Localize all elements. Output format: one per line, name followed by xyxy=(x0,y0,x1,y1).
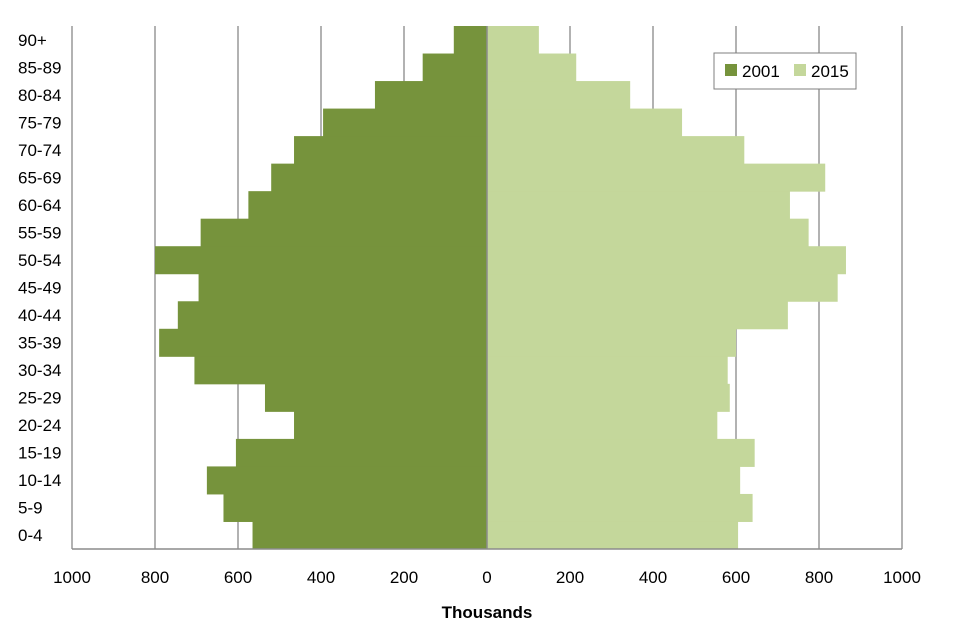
x-axis-title: Thousands xyxy=(442,603,533,622)
bar-2001-10-14 xyxy=(206,466,487,495)
y-tick-labels: 0-4 5-9 10-14 15-19 20-24 25-29 30-34 35-39 40-4… xyxy=(18,31,61,545)
bar-2001-45-49 xyxy=(198,273,487,302)
bar-2015-45-49 xyxy=(487,273,838,302)
x-tick-label-1: 800 xyxy=(141,568,169,587)
bar-2015-70-74 xyxy=(487,136,745,165)
legend-label-2015: 2015 xyxy=(811,62,849,81)
legend-swatch-2015 xyxy=(794,64,806,76)
x-tick-label-8: 600 xyxy=(722,568,750,587)
y-tick-label-45-49: 45-49 xyxy=(18,279,61,298)
bar-2015-65-69 xyxy=(487,163,826,192)
bar-2001-55-59 xyxy=(200,218,487,247)
bar-2015-35-39 xyxy=(487,328,736,357)
bar-2001-85-89 xyxy=(422,53,487,82)
bar-2015-90+ xyxy=(487,26,539,55)
bar-2015-25-29 xyxy=(487,383,730,412)
bar-2015-30-34 xyxy=(487,356,728,385)
bar-2001-60-64 xyxy=(248,191,487,220)
bar-2015-20-24 xyxy=(487,411,718,440)
y-tick-label-35-39: 35-39 xyxy=(18,334,61,353)
y-tick-label-5-9: 5-9 xyxy=(18,499,43,518)
x-tick-label-6: 200 xyxy=(556,568,584,587)
bar-2015-55-59 xyxy=(487,218,809,247)
bar-2001-70-74 xyxy=(294,136,487,165)
bar-2015-85-89 xyxy=(487,53,577,82)
legend-label-2001: 2001 xyxy=(742,62,780,81)
x-tick-labels: 1000 800 600 400 200 0 200 400 600 800 1000 xyxy=(53,568,921,587)
y-tick-label-65-69: 65-69 xyxy=(18,168,61,187)
bar-2015-0-4 xyxy=(487,521,739,550)
x-tick-label-9: 800 xyxy=(805,568,833,587)
bar-2001-5-9 xyxy=(223,493,487,522)
y-tick-label-75-79: 75-79 xyxy=(18,113,61,132)
bar-2015-50-54 xyxy=(487,246,846,275)
x-tick-label-2: 600 xyxy=(224,568,252,587)
bar-2015-80-84 xyxy=(487,81,631,110)
y-tick-label-30-34: 30-34 xyxy=(18,361,61,380)
x-tick-label-5: 0 xyxy=(482,568,491,587)
legend-box xyxy=(713,52,857,90)
y-tick-label-60-64: 60-64 xyxy=(18,196,61,215)
y-tick-label-15-19: 15-19 xyxy=(18,444,61,463)
legend: 2001 2015 xyxy=(713,52,857,90)
bar-2001-25-29 xyxy=(264,383,487,412)
bar-2001-20-24 xyxy=(294,411,487,440)
axes xyxy=(72,26,902,550)
bar-2001-65-69 xyxy=(271,163,487,192)
bar-2015-60-64 xyxy=(487,191,790,220)
bar-2015-75-79 xyxy=(487,108,683,137)
bar-2001-75-79 xyxy=(323,108,487,137)
bar-2015-40-44 xyxy=(487,301,788,330)
bar-2001-80-84 xyxy=(374,81,487,110)
y-tick-label-90+: 90+ xyxy=(18,31,47,50)
y-tick-label-10-14: 10-14 xyxy=(18,471,61,490)
y-tick-label-70-74: 70-74 xyxy=(18,141,61,160)
y-tick-label-50-54: 50-54 xyxy=(18,251,61,270)
bar-2015-15-19 xyxy=(487,438,755,467)
bar-2001-30-34 xyxy=(194,356,488,385)
bar-2001-15-19 xyxy=(235,438,487,467)
y-tick-label-0-4: 0-4 xyxy=(18,526,43,545)
bar-2001-40-44 xyxy=(177,301,487,330)
x-tick-label-10: 1000 xyxy=(883,568,921,587)
x-tick-label-0: 1000 xyxy=(53,568,91,587)
y-tick-label-80-84: 80-84 xyxy=(18,86,61,105)
y-tick-label-85-89: 85-89 xyxy=(18,58,61,77)
bar-2001-50-54 xyxy=(155,246,487,275)
y-tick-label-40-44: 40-44 xyxy=(18,306,61,325)
bar-2001-35-39 xyxy=(159,328,487,357)
y-tick-label-20-24: 20-24 xyxy=(18,416,61,435)
y-tick-label-55-59: 55-59 xyxy=(18,223,61,242)
bar-2001-90+ xyxy=(453,26,487,55)
x-tick-label-3: 400 xyxy=(307,568,335,587)
bar-2015-10-14 xyxy=(487,466,741,495)
legend-swatch-2001 xyxy=(725,64,737,76)
bars xyxy=(155,26,846,550)
bar-2001-0-4 xyxy=(252,521,487,550)
x-tick-label-7: 400 xyxy=(639,568,667,587)
x-tick-label-4: 200 xyxy=(390,568,418,587)
bar-2015-5-9 xyxy=(487,493,753,522)
y-tick-label-25-29: 25-29 xyxy=(18,389,61,408)
